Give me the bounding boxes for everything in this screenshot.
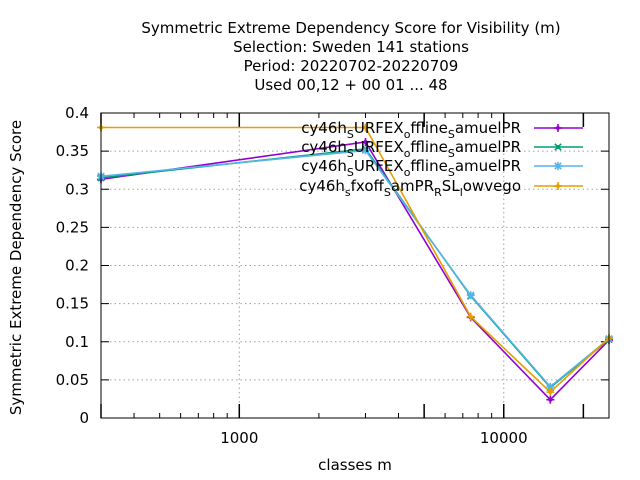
title-line-2: Selection: Sweden 141 stations	[233, 38, 469, 56]
legend: cy46hSURFEXofflineSamuelPRcy46hSURFEXoff…	[299, 119, 583, 199]
data-point	[361, 137, 370, 146]
legend-marker	[554, 162, 562, 170]
y-tick-label: 0.15	[56, 295, 89, 313]
title-line-4: Used 00,12 + 00 01 ... 48	[254, 76, 447, 94]
legend-label: cy46hSURFEXofflineSamuelPR	[301, 138, 521, 160]
chart-title: Symmetric Extreme Dependency Score for V…	[141, 19, 560, 94]
y-tick-label: 0.2	[65, 257, 89, 275]
legend-item-4: cy46hsfxoffSamPRRSLlowvego	[299, 177, 583, 199]
y-tick-label: 0.4	[65, 104, 89, 122]
y-tick-label: 0.1	[65, 333, 89, 351]
x-tick-label: 10000	[480, 429, 528, 447]
title-line-3: Period: 20220702-20220709	[244, 57, 459, 75]
x-tick-label: 1000	[220, 429, 258, 447]
legend-marker	[554, 182, 562, 190]
y-tick-label: 0.25	[56, 218, 89, 236]
y-tick-label: 0.05	[56, 371, 89, 389]
legend-marker	[554, 124, 562, 132]
y-axis-label: Symmetric Extreme Dependency Score	[7, 120, 25, 415]
legend-item-1: cy46hSURFEXofflineSamuelPR	[301, 119, 583, 141]
legend-label: cy46hsfxoffSamPRRSLlowvego	[299, 177, 521, 199]
data-point	[466, 291, 475, 300]
legend-marker	[554, 143, 562, 151]
data-point	[546, 395, 555, 404]
grid	[101, 113, 609, 418]
legend-item-3: cy46hSURFEXofflineSamuelPR	[301, 157, 583, 179]
y-tick-label: 0.3	[65, 180, 89, 198]
y-tick-label: 0	[79, 409, 89, 427]
plot-frame	[100, 112, 610, 419]
legend-item-2: cy46hSURFEXofflineSamuelPR	[301, 138, 583, 160]
y-tick-label: 0.35	[56, 142, 89, 160]
data-point	[361, 123, 370, 132]
title-line-1: Symmetric Extreme Dependency Score for V…	[141, 19, 560, 37]
legend-label: cy46hSURFEXofflineSamuelPR	[301, 157, 521, 179]
data-point	[361, 146, 370, 155]
data-point	[546, 388, 555, 397]
data-point	[466, 312, 475, 321]
x-axis-label: classes m	[318, 456, 392, 474]
legend-label: cy46hSURFEXofflineSamuelPR	[301, 119, 521, 141]
axis-ticks: 0 0.05 0.1 0.15 0.2 0.25 0.3 0.35 0.4 1000 10000	[56, 104, 609, 447]
